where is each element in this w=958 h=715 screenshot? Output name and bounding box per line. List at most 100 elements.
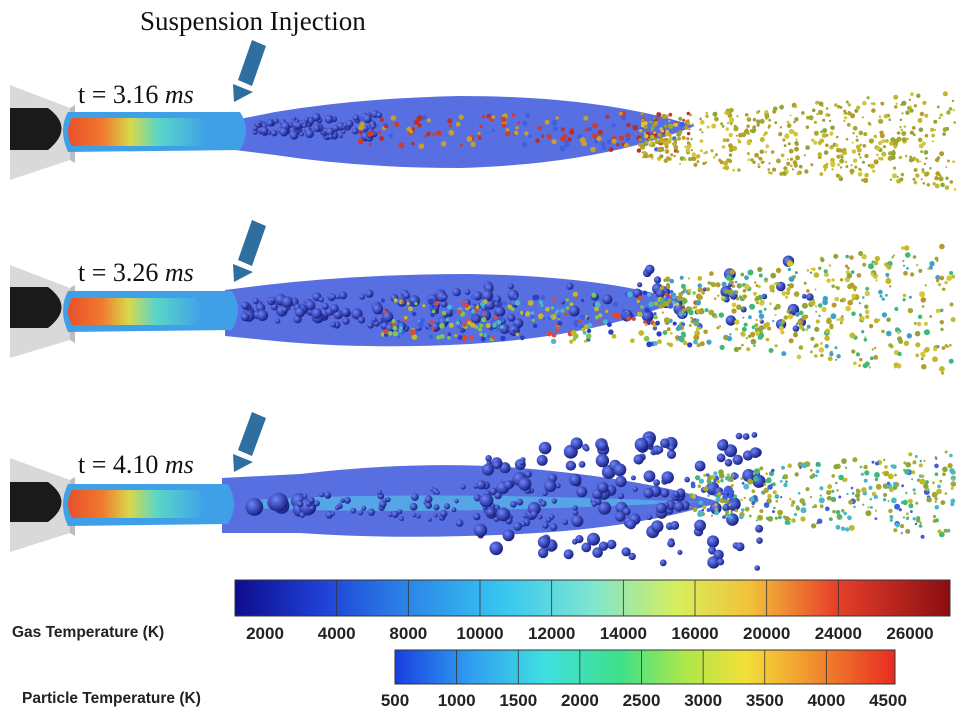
particle: [345, 119, 354, 128]
particle: [560, 136, 566, 142]
particle: [869, 163, 875, 169]
time-label-3: t = 4.10 ms: [78, 450, 194, 479]
particle: [580, 325, 583, 329]
particle: [503, 480, 513, 490]
particle: [289, 130, 299, 140]
particle: [636, 299, 640, 303]
particle: [622, 507, 631, 516]
particle: [668, 342, 674, 348]
particle: [668, 318, 671, 321]
particle: [793, 512, 798, 517]
particle: [839, 158, 845, 164]
particle: [753, 476, 759, 482]
particle: [344, 496, 351, 504]
particle: [806, 324, 811, 329]
particle: [920, 297, 927, 303]
particle: [394, 121, 400, 127]
particle: [734, 280, 738, 284]
particle: [824, 328, 831, 334]
particle: [751, 325, 756, 330]
particle: [656, 331, 662, 337]
particle: [902, 499, 908, 506]
particle: [715, 153, 718, 157]
particle: [863, 464, 868, 470]
particle: [470, 313, 477, 319]
particle: [790, 129, 795, 134]
particle: [903, 461, 907, 465]
particle: [730, 516, 733, 519]
particle: [817, 140, 823, 145]
particle: [785, 295, 789, 299]
particle: [493, 461, 501, 469]
particle: [692, 291, 696, 295]
particle: [679, 336, 685, 343]
particle: [672, 490, 680, 498]
particle: [372, 303, 384, 315]
particle: [900, 172, 905, 177]
particle: [341, 129, 346, 134]
particle: [763, 487, 769, 493]
particle: [933, 347, 938, 352]
particle: [951, 274, 956, 279]
particle: [640, 111, 644, 115]
particle: [478, 327, 483, 332]
particle: [613, 463, 627, 477]
gas-temperature-colorbar: [234, 579, 951, 617]
particle: [844, 466, 848, 469]
particle: [646, 341, 653, 348]
particle: [469, 322, 476, 328]
torch-cathode: [10, 108, 62, 150]
particle: [913, 104, 918, 108]
particle: [913, 180, 918, 185]
particle: [663, 295, 666, 299]
particle: [350, 507, 357, 514]
particle: [858, 313, 863, 317]
particle: [921, 305, 925, 308]
particle: [549, 314, 553, 318]
particle: [909, 108, 914, 113]
particle: [683, 340, 688, 346]
particle: [616, 143, 620, 147]
particle: [393, 298, 398, 303]
particle: [751, 432, 758, 438]
particle: [927, 267, 930, 271]
particle: [528, 134, 532, 139]
particle: [480, 336, 486, 342]
particle: [881, 329, 885, 334]
particle: [698, 500, 704, 506]
particle: [683, 287, 687, 291]
particle: [696, 154, 701, 159]
particle: [845, 137, 849, 141]
particle: [919, 459, 922, 463]
particle: [905, 110, 910, 115]
particle: [797, 319, 803, 326]
particle: [794, 146, 799, 152]
particle: [829, 144, 834, 150]
particle: [567, 137, 572, 142]
particle: [734, 319, 740, 325]
particle: [266, 119, 274, 127]
particle: [898, 508, 902, 512]
particle: [900, 524, 904, 527]
particle: [833, 253, 839, 259]
particle: [947, 159, 950, 163]
particle: [652, 143, 655, 147]
particle: [728, 132, 733, 138]
particle: [915, 353, 919, 358]
particle: [757, 165, 761, 169]
particle: [864, 173, 869, 178]
particle: [454, 499, 459, 504]
particle: [934, 505, 940, 510]
particle: [716, 453, 726, 463]
particle: [757, 162, 760, 166]
particle: [852, 131, 855, 135]
particle: [901, 137, 907, 143]
particle: [902, 259, 905, 263]
particle: [895, 102, 898, 105]
particle: [724, 289, 729, 294]
particle: [919, 521, 922, 525]
particle: [682, 304, 685, 307]
particle: [766, 498, 772, 504]
particle: [761, 491, 766, 495]
particle: [560, 127, 565, 132]
